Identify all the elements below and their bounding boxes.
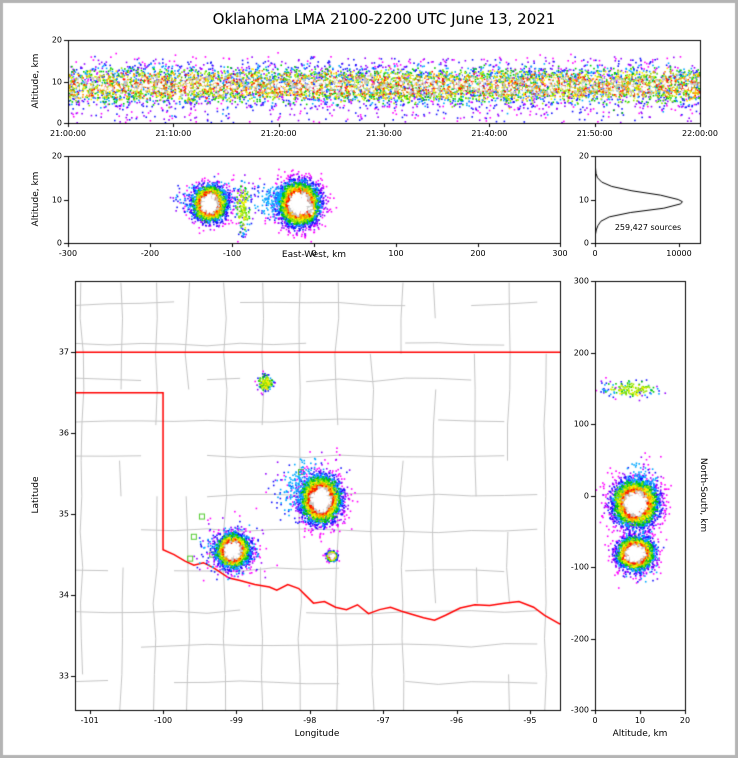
tick-label: -100 <box>570 562 589 572</box>
tick-label: 10 <box>634 716 646 725</box>
tick-label: 33 <box>58 671 69 681</box>
tick-label: 20 <box>679 716 691 725</box>
tick-label: 10 <box>578 195 589 204</box>
tick-label: -300 <box>58 249 78 258</box>
tick-label: 200 <box>470 249 486 258</box>
tick-label: 10 <box>51 77 62 86</box>
tick-label: 0 <box>56 118 62 128</box>
tick-label: -200 <box>570 634 589 643</box>
sources-count-label: 259,427 sources <box>612 223 684 232</box>
tick-label: -96 <box>449 716 464 725</box>
ns-height-xlabel: Altitude, km <box>612 729 668 739</box>
tick-label: 21:30:00 <box>366 129 402 138</box>
tick-label: 100 <box>388 249 404 258</box>
tick-label: 10 <box>51 195 62 204</box>
tick-label: -100 <box>153 716 173 725</box>
tick-label: 0 <box>592 716 598 725</box>
tick-label: -99 <box>229 716 243 725</box>
tick-label: 0 <box>583 491 589 500</box>
tick-label: 21:40:00 <box>471 129 508 138</box>
tick-label: 37 <box>58 347 69 357</box>
tick-label: 36 <box>58 428 69 438</box>
tick-label: 22:00:00 <box>682 129 718 138</box>
tick-label: 0 <box>56 238 62 248</box>
tick-label: 21:20:00 <box>260 129 297 138</box>
tick-label: 200 <box>573 348 589 357</box>
tick-label: -200 <box>140 249 160 258</box>
tick-label: 21:50:00 <box>576 129 613 138</box>
tick-label: 21:10:00 <box>155 129 192 138</box>
tick-label: 35 <box>58 509 69 519</box>
tick-label: 20 <box>51 151 62 161</box>
map-xlabel: Longitude <box>294 729 340 739</box>
tick-label: 20 <box>51 35 62 45</box>
tick-label: 300 <box>552 249 568 258</box>
tick-label: 100 <box>573 419 589 429</box>
tick-label: -300 <box>570 705 589 715</box>
tick-label: 0 <box>583 238 589 248</box>
map-ylabel: Latitude <box>31 476 41 514</box>
tick-label: 0 <box>311 249 317 258</box>
tick-label: -98 <box>303 716 317 725</box>
tick-label: -100 <box>222 249 242 258</box>
tick-label: 10000 <box>666 249 692 258</box>
tick-label: 0 <box>592 249 598 258</box>
figure-title: Oklahoma LMA 2100-2200 UTC June 13, 2021 <box>212 10 556 28</box>
tick-label: -95 <box>523 716 537 725</box>
tick-label: 21:00:00 <box>50 129 86 138</box>
tick-label: 34 <box>58 590 69 600</box>
ew-height-ylabel: Altitude, km <box>31 171 41 227</box>
ns-height-ylabel: North-South, km <box>698 457 708 533</box>
tick-label: -97 <box>376 716 390 725</box>
time-height-ylabel: Altitude, km <box>31 53 41 109</box>
tick-label: 20 <box>578 151 589 161</box>
ew-height-xlabel: East-West, km <box>281 250 347 260</box>
tick-label: -101 <box>80 716 99 725</box>
tick-label: 300 <box>573 276 589 286</box>
